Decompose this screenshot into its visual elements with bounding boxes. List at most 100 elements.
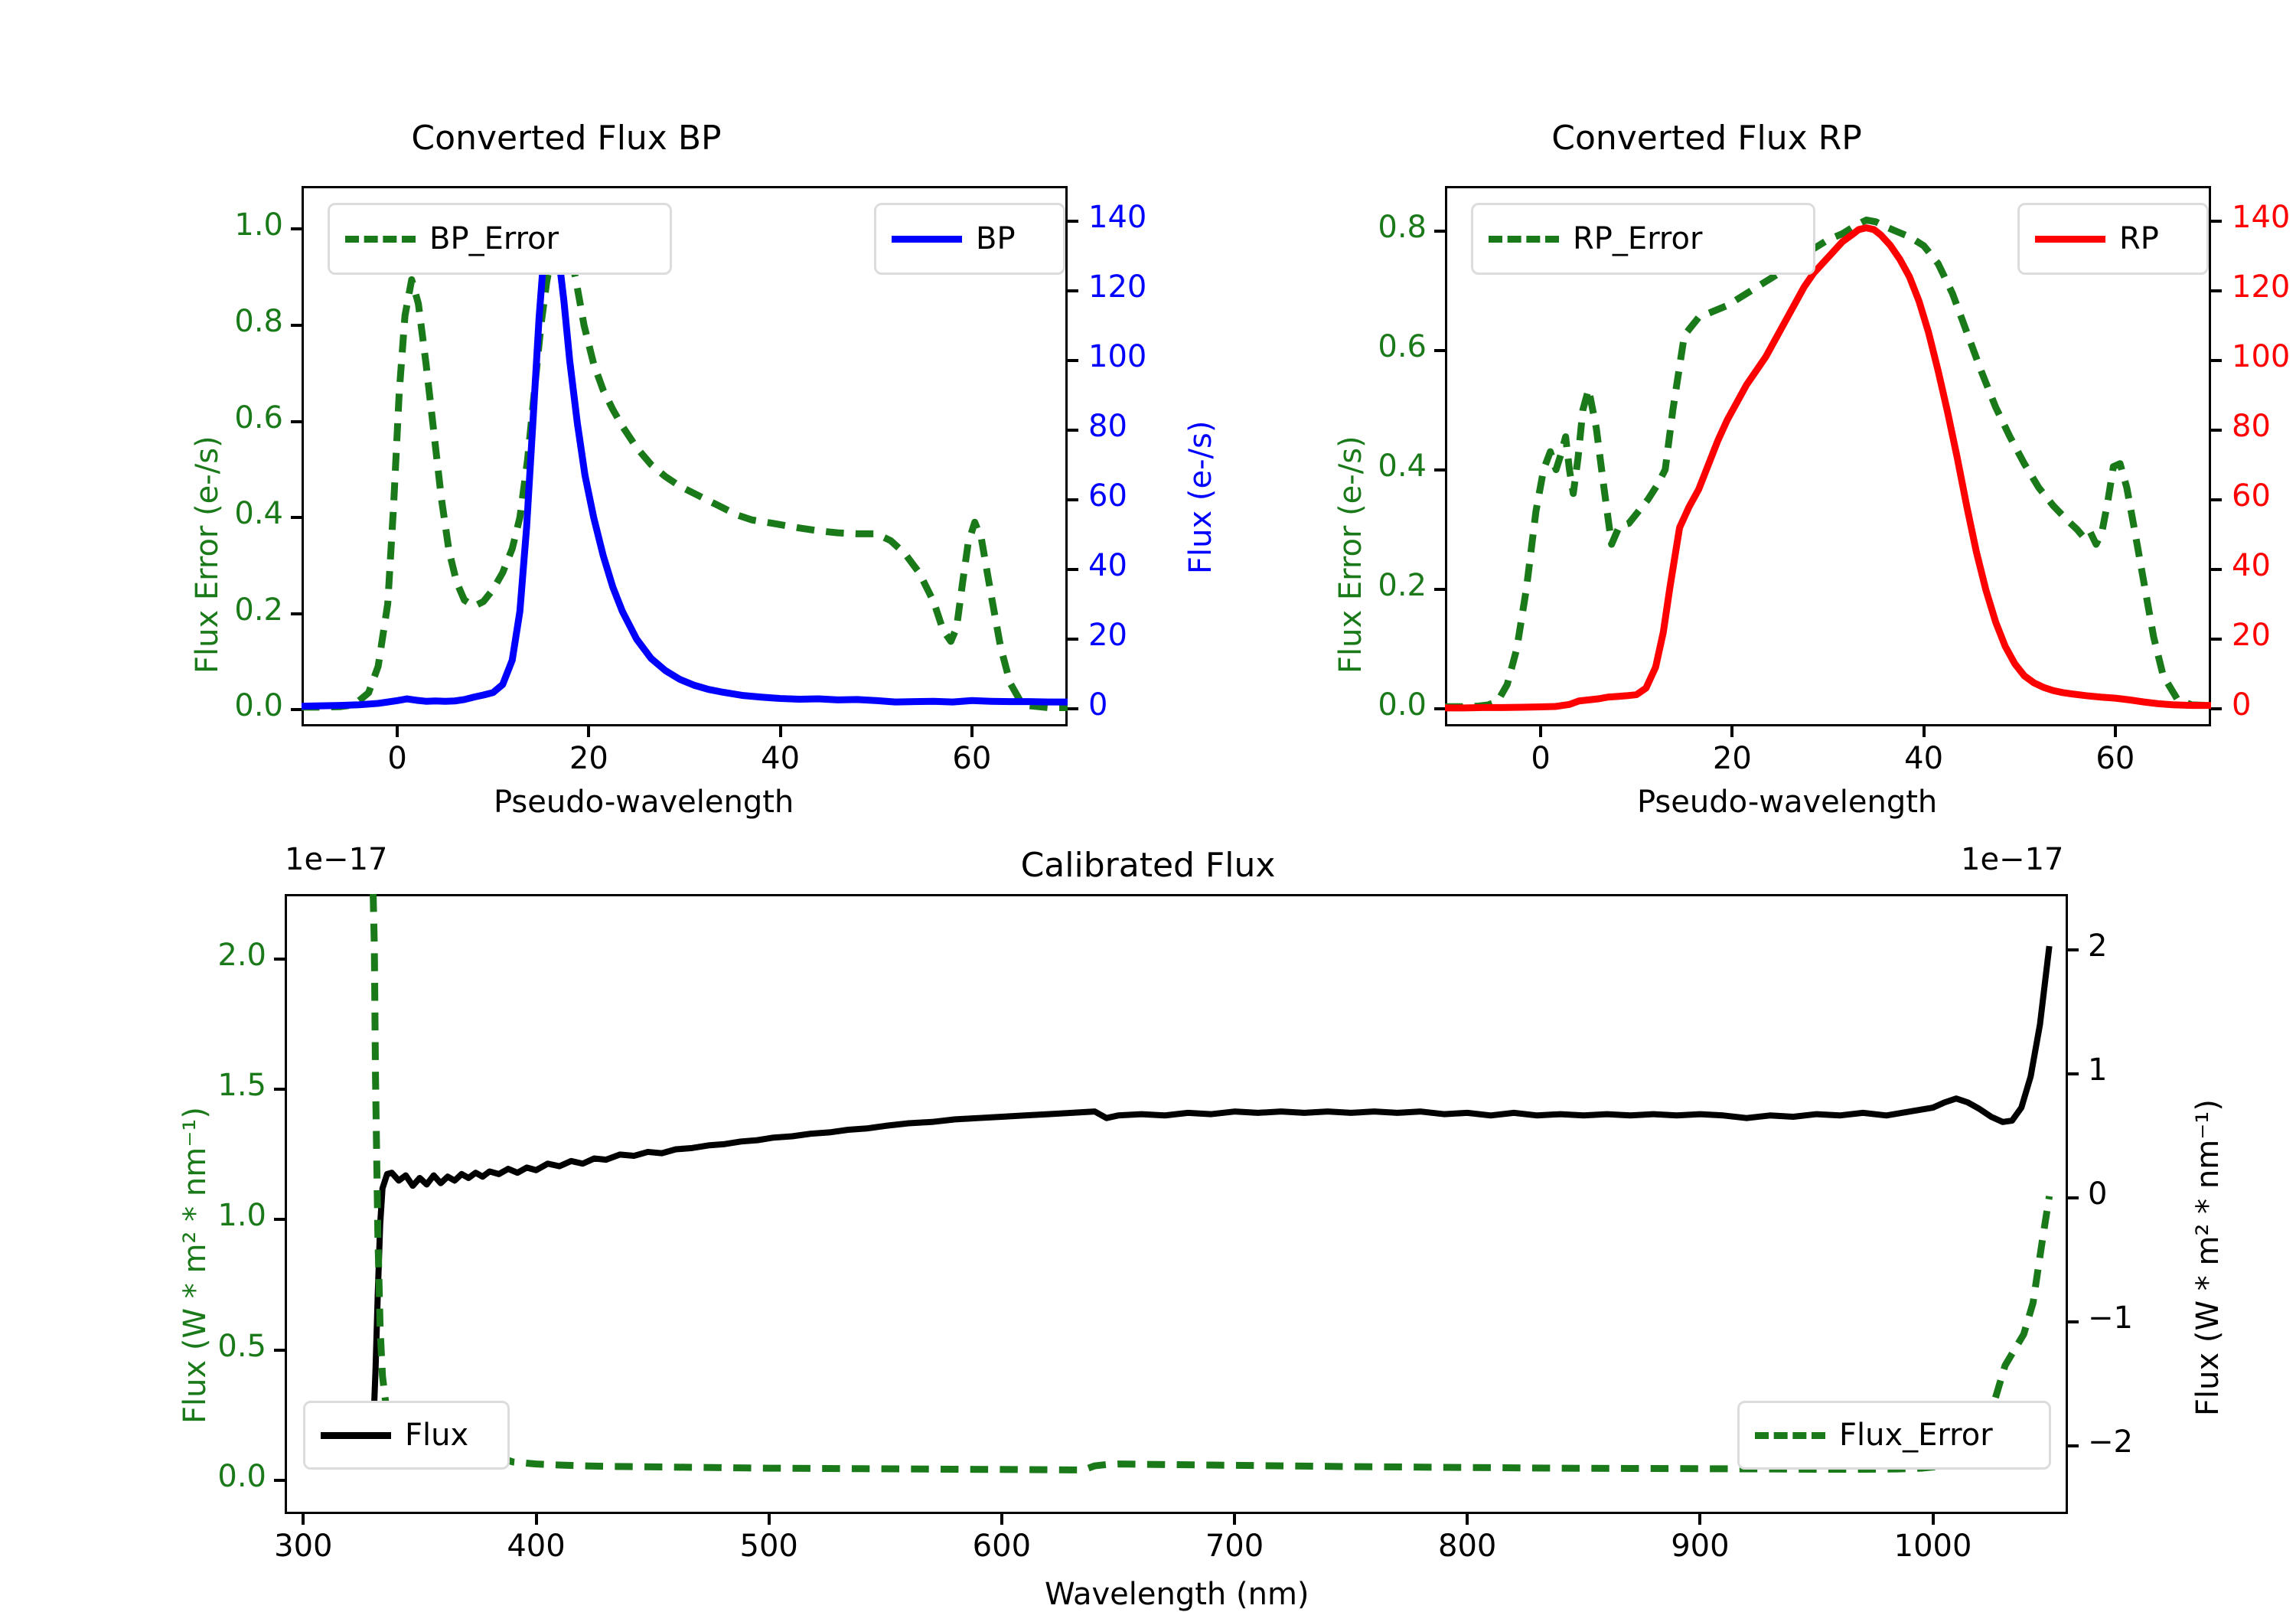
bp-right-tick-label: 140 <box>1088 199 1147 235</box>
calibrated-left-tick-mark <box>274 1088 285 1092</box>
bp-ylabel-left: Flux Error (e-/s) <box>190 436 225 674</box>
rp-right-tick-label: 0 <box>2232 687 2252 723</box>
calibrated-ylabel-right: Flux (W * m² * nm⁻¹) <box>2190 1099 2226 1416</box>
calibrated-right-tick-mark <box>2068 1196 2079 1199</box>
bp-right-tick-label: 120 <box>1088 269 1147 305</box>
bp-error-legend-label: BP_Error <box>429 221 559 256</box>
bp-legend[interactable]: BP <box>874 203 1065 275</box>
calibrated-left-tick-mark <box>274 958 285 961</box>
rp-right-tick-mark <box>2211 358 2222 362</box>
calibrated-bottom-tick-label: 700 <box>1205 1529 1264 1564</box>
bp-bottom-tick-mark <box>778 726 782 737</box>
calibrated-bottom-tick-mark <box>1000 1514 1003 1525</box>
bp-left-tick-mark <box>291 516 302 519</box>
bp-legend-swatch <box>892 235 962 243</box>
bp-legend-label: BP <box>976 221 1016 256</box>
calibrated-bottom-tick-mark <box>302 1514 305 1525</box>
bp-right-tick-label: 40 <box>1088 548 1127 584</box>
bp-left-tick-mark <box>291 419 302 423</box>
calibrated-right-offset-label: 1e−17 <box>1961 842 2064 877</box>
calibrated-right-tick-label: 0 <box>2088 1176 2108 1212</box>
flux-error-legend[interactable]: Flux_Error <box>1737 1401 2051 1470</box>
rp-right-tick-label: 120 <box>2232 269 2291 305</box>
calibrated-left-tick-label: 0.5 <box>217 1328 266 1364</box>
bp-bottom-tick-label: 40 <box>761 741 801 776</box>
rp-legend-label: RP <box>2119 221 2159 256</box>
bp-error-legend[interactable]: BP_Error <box>328 203 672 275</box>
rp-right-tick-mark <box>2211 568 2222 572</box>
bp-left-tick-mark <box>291 708 302 712</box>
calibrated-bottom-tick-mark <box>1698 1514 1702 1525</box>
rp-error-legend-swatch <box>1489 235 1559 243</box>
rp-left-tick-label: 0.2 <box>1378 567 1427 603</box>
rp-error-legend-label: RP_Error <box>1573 221 1703 256</box>
flux-legend[interactable]: Flux <box>303 1401 510 1470</box>
rp-bottom-tick-mark <box>1922 726 1926 737</box>
rp-right-tick-label: 140 <box>2232 199 2291 235</box>
rp-left-tick-mark <box>1434 706 1445 710</box>
bp-axes-frame <box>302 186 1068 726</box>
bp-xlabel: Pseudo-wavelength <box>494 785 794 820</box>
rp-right-tick-mark <box>2211 289 2222 292</box>
rp-left-tick-label: 0.6 <box>1378 328 1427 364</box>
bp-right-tick-mark <box>1068 498 1078 501</box>
calibrated-left-tick-label: 1.5 <box>217 1068 266 1104</box>
bp-error-legend-swatch <box>345 235 416 243</box>
rp-right-tick-label: 60 <box>2232 478 2271 514</box>
bp-bottom-tick-label: 20 <box>569 741 608 776</box>
calibrated-bottom-tick-label: 800 <box>1438 1529 1497 1564</box>
rp-right-tick-mark <box>2211 638 2222 641</box>
calibrated-left-tick-mark <box>274 1348 285 1352</box>
bp-left-tick-mark <box>291 323 302 327</box>
rp-left-tick-mark <box>1434 587 1445 591</box>
calibrated-right-tick-mark <box>2068 1320 2079 1323</box>
rp-left-tick-mark <box>1434 468 1445 472</box>
bp-right-tick-label: 20 <box>1088 618 1127 654</box>
flux-legend-label: Flux <box>405 1418 469 1453</box>
rp-bottom-tick-label: 40 <box>1904 741 1944 776</box>
rp-axes-frame <box>1445 186 2211 726</box>
calibrated-left-tick-label: 0.0 <box>217 1458 266 1494</box>
bp-bottom-tick-label: 0 <box>387 741 407 776</box>
bp-right-tick-mark <box>1068 707 1078 711</box>
flux-legend-swatch <box>321 1431 391 1439</box>
calibrated-bottom-tick-label: 600 <box>972 1529 1032 1564</box>
bp-right-tick-mark <box>1068 358 1078 362</box>
calibrated-bottom-tick-mark <box>1466 1514 1469 1525</box>
calibrated-right-tick-label: 2 <box>2088 928 2108 964</box>
bp-right-tick-label: 60 <box>1088 478 1127 514</box>
bp-right-tick-label: 0 <box>1088 687 1108 723</box>
bp-left-tick-mark <box>291 612 302 615</box>
flux-error-legend-label: Flux_Error <box>1839 1418 1993 1453</box>
bp-bottom-tick-mark <box>587 726 591 737</box>
rp-right-tick-label: 80 <box>2232 408 2271 444</box>
bp-panel-title: Converted Flux BP <box>411 119 722 158</box>
bp-right-tick-mark <box>1068 289 1078 292</box>
rp-right-tick-mark <box>2211 219 2222 223</box>
panel-converted-flux-bp: Converted Flux BP 0.0 0.2 0.4 0.6 0.8 1.0 0 20… <box>0 0 1218 820</box>
rp-bottom-tick-label: 60 <box>2095 741 2135 776</box>
calibrated-bottom-tick-mark <box>534 1514 538 1525</box>
rp-error-legend[interactable]: RP_Error <box>1471 203 1815 275</box>
bp-right-tick-mark <box>1068 638 1078 641</box>
bp-left-tick-label: 0.6 <box>234 400 283 436</box>
rp-xlabel: Pseudo-wavelength <box>1637 785 1938 820</box>
rp-right-tick-label: 100 <box>2232 338 2291 374</box>
bp-plot-area <box>301 217 1068 712</box>
calibrated-panel-title: Calibrated Flux <box>1020 846 1276 885</box>
bp-right-tick-label: 80 <box>1088 408 1127 444</box>
bp-left-tick-label: 1.0 <box>234 207 283 243</box>
calibrated-right-tick-label: −2 <box>2088 1424 2133 1460</box>
bp-bottom-tick-mark <box>970 726 974 737</box>
bp-left-tick-label: 0.4 <box>234 496 283 531</box>
calibrated-bottom-tick-label: 400 <box>507 1529 566 1564</box>
bp-left-tick-label: 0.8 <box>234 303 283 339</box>
bp-left-tick-label: 0.2 <box>234 592 283 628</box>
bp-right-tick-mark <box>1068 568 1078 572</box>
rp-legend[interactable]: RP <box>2017 203 2209 275</box>
rp-right-tick-mark <box>2211 707 2222 711</box>
bp-bottom-tick-mark <box>396 726 400 737</box>
bp-bottom-tick-label: 60 <box>952 741 992 776</box>
rp-bottom-tick-mark <box>1539 726 1543 737</box>
